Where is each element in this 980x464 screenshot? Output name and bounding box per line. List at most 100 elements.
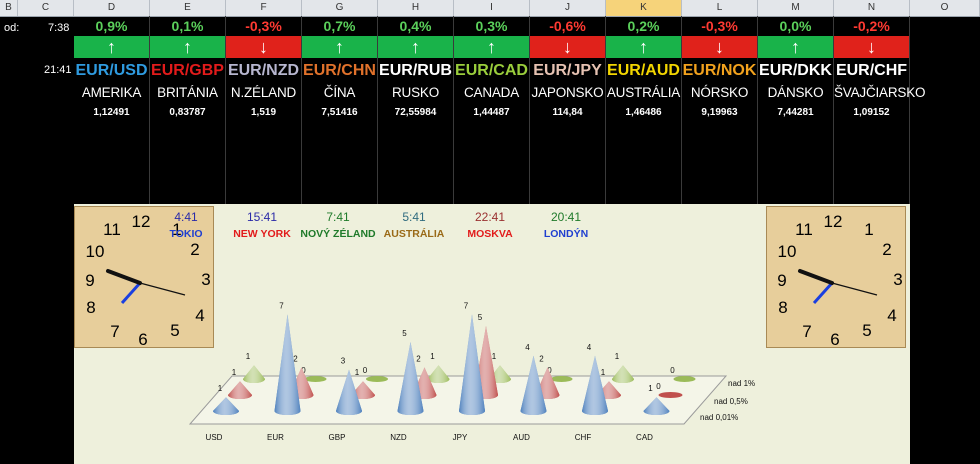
second-hand [139,282,186,296]
clock-number: 8 [86,298,95,317]
column-header-b[interactable]: B [0,0,18,16]
clock-number: 6 [138,330,147,349]
currency-column: 0,0% ↑ EUR/DKK DÁNSKO 7,44281 [758,16,834,204]
exchange-rate: 1,09152 [853,107,890,118]
current-time: 21:41 [44,64,72,76]
change-percent: -0,3% [245,18,282,34]
column-header-g[interactable]: G [302,0,378,16]
category-label: EUR [267,433,284,442]
chart-cone [612,365,634,383]
series-label: nad 0,5% [714,397,748,406]
clock-number: 12 [132,212,151,231]
column-header-f[interactable]: F [226,0,302,16]
clock-number: 3 [893,270,902,289]
currency-column: 0,4% ↑ EUR/RUB RUSKO 72,55984 [378,16,454,204]
cone-value-label: 1 [648,384,653,393]
chart-cone [274,314,301,415]
timezone-time: 7:41 [326,210,350,224]
cone-value-label: 1 [615,352,620,361]
chart-cone [304,376,327,382]
chart-floor [188,375,728,425]
arrow-up-icon: ↑ [606,36,681,58]
clock-right: 12 1 2 3 4 5 6 7 8 9 10 11 [766,206,906,349]
timezone-city: LONDÝN [543,228,589,240]
chart-cone [351,381,375,399]
currency-pair: EUR/AUD [607,62,680,79]
chart-cone [658,392,683,398]
column-header-e[interactable]: E [150,0,226,16]
clock-number: 5 [170,321,179,340]
timezone-time: 20:41 [550,210,582,224]
timezone-city: NOVÝ ZÉLAND [300,228,376,240]
clock-number: 1 [172,220,181,239]
clock-number: 8 [778,298,787,317]
chart-cone [366,376,388,382]
cone-value-label: 5 [478,313,483,322]
od-label: od: [4,22,20,34]
column-header-m[interactable]: M [758,0,834,16]
clock-number: 4 [195,306,204,325]
change-percent: 0,9% [95,18,128,34]
change-percent: -0,6% [549,18,586,34]
clock-number: 11 [795,220,813,239]
currency-pair: EUR/USD [75,62,148,79]
clock-number: 2 [882,240,891,259]
minute-hand [106,269,142,285]
currency-pair: EUR/NOK [682,62,757,79]
column-header-i[interactable]: I [454,0,530,16]
cone-value-label: 1 [355,368,360,377]
clock-number: 7 [802,322,811,341]
clock-left: 12 1 2 3 4 5 6 7 8 9 10 11 [74,206,214,349]
cone-value-label: 1 [430,352,435,361]
change-percent: 0,1% [171,18,204,34]
currency-pair: EUR/GBP [151,62,224,79]
timezone-time: 5:41 [402,210,426,224]
arrow-down-icon: ↓ [226,36,301,58]
currency-column: -0,6% ↓ EUR/JPY JAPONSKO 114,84 [530,16,606,204]
arrow-up-icon: ↑ [758,36,833,58]
column-header-c[interactable]: C [18,0,74,16]
arrow-up-icon: ↑ [302,36,377,58]
exchange-rate: 1,46486 [625,107,662,118]
arrow-down-icon: ↓ [682,36,757,58]
chart-cone [520,355,547,415]
currency-pair: EUR/CHN [303,62,376,79]
exchange-rate: 1,12491 [93,107,130,118]
series-label: nad 0,01% [700,413,738,422]
clock-number: 10 [86,242,105,261]
column-header-h[interactable]: H [378,0,454,16]
country-name: CANADA [463,85,520,100]
minute-hand [798,269,834,285]
cone-value-label: 2 [416,354,421,363]
arrow-down-icon: ↓ [834,36,909,58]
column-header-n[interactable]: N [834,0,910,16]
bottom-panel: 12 1 2 3 4 5 6 7 8 9 10 11 12 1 2 3 4 5 6 7 8 9 10 11 4:41 TOKI… [74,204,910,464]
category-label: JPY [453,433,468,442]
chart-cone [336,369,362,415]
change-percent: 0,3% [475,18,508,34]
chart-cone [243,365,265,383]
column-header-l[interactable]: L [682,0,758,16]
column-header-j[interactable]: J [530,0,606,16]
currency-column: 0,9% ↑ EUR/USD AMERIKA 1,12491 [74,16,150,204]
chart-cone [459,314,485,415]
column-header-o[interactable]: O [910,0,980,16]
country-name: AMERIKA [81,85,142,100]
category-label: CHF [575,433,592,442]
cone-value-label: 1 [232,368,237,377]
column-header-d[interactable]: D [74,0,150,16]
change-percent: 0,0% [779,18,812,34]
arrow-down-icon: ↓ [530,36,605,58]
category-label: GBP [329,433,346,442]
timezone-city: MOSKVA [467,228,513,240]
currency-column: 0,3% ↑ EUR/CAD CANADA 1,44487 [454,16,530,204]
cone-value-label: 4 [587,343,592,352]
currency-column: -0,2% ↓ EUR/CHF ŠVAJČIARSKO 1,09152 [834,16,926,204]
currency-column: -0,3% ↓ EUR/NZD N.ZÉLAND 1,519 [226,16,302,204]
timezone-city: TOKIO [169,228,203,240]
cone-value-label: 0 [301,366,306,375]
column-header-k[interactable]: K [606,0,682,16]
clock-number: 3 [201,270,210,289]
country-name: NÓRSKO [690,85,749,100]
chart-cone [550,376,573,382]
